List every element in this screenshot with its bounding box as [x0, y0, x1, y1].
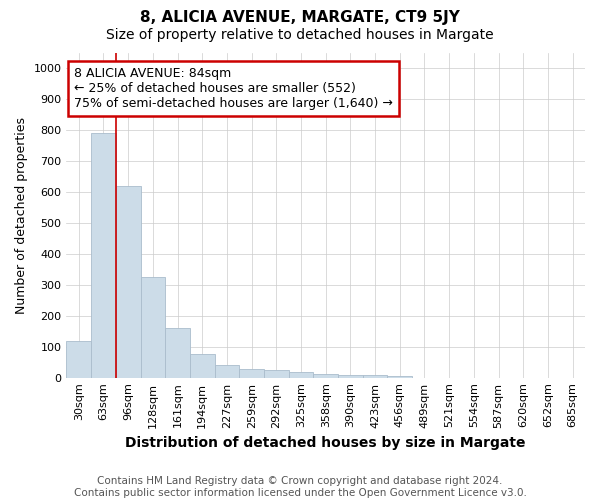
Text: 8 ALICIA AVENUE: 84sqm
← 25% of detached houses are smaller (552)
75% of semi-de: 8 ALICIA AVENUE: 84sqm ← 25% of detached… [74, 67, 393, 110]
Bar [165, 328, 190, 378]
X-axis label: Distribution of detached houses by size in Margate: Distribution of detached houses by size … [125, 436, 526, 450]
Bar [363, 374, 388, 378]
Bar [91, 133, 116, 378]
Bar [67, 340, 91, 378]
Bar [215, 366, 239, 378]
Bar [313, 374, 338, 378]
Y-axis label: Number of detached properties: Number of detached properties [15, 116, 28, 314]
Bar [116, 186, 140, 378]
Text: Contains HM Land Registry data © Crown copyright and database right 2024.
Contai: Contains HM Land Registry data © Crown c… [74, 476, 526, 498]
Bar [388, 376, 412, 378]
Bar [190, 354, 215, 378]
Bar [264, 370, 289, 378]
Bar [140, 277, 165, 378]
Text: 8, ALICIA AVENUE, MARGATE, CT9 5JY: 8, ALICIA AVENUE, MARGATE, CT9 5JY [140, 10, 460, 25]
Bar [239, 369, 264, 378]
Bar [338, 375, 363, 378]
Bar [289, 372, 313, 378]
Text: Size of property relative to detached houses in Margate: Size of property relative to detached ho… [106, 28, 494, 42]
